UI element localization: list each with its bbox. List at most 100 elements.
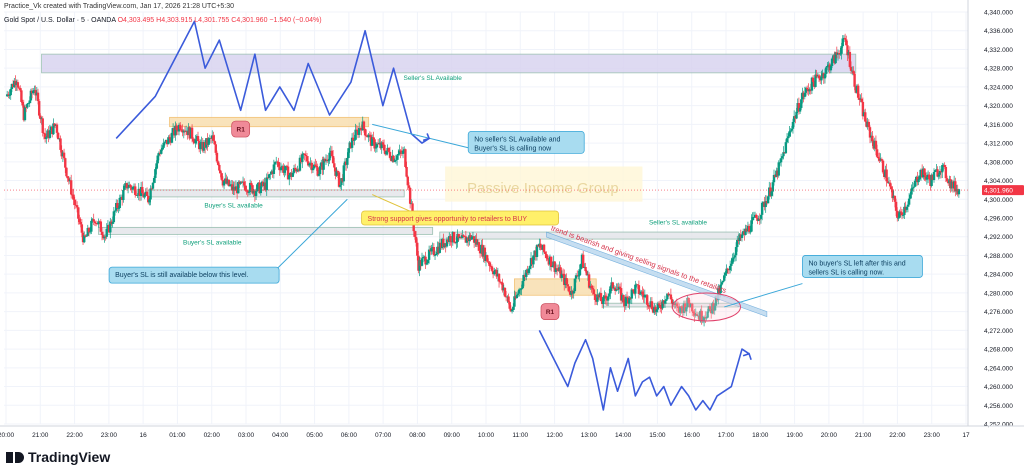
candle-body <box>723 275 726 281</box>
candle-body <box>64 158 67 168</box>
candle-body <box>80 224 84 233</box>
candle-body <box>719 284 722 294</box>
x-tick-label: 21:00 <box>855 432 872 439</box>
x-tick-label: 09:00 <box>444 432 461 439</box>
candle-body <box>104 236 107 238</box>
candle-body <box>19 87 22 91</box>
candle-body <box>160 149 163 154</box>
x-tick-label: 17 <box>962 432 970 439</box>
y-tick-label: 4,332.000 <box>984 47 1013 54</box>
candle-body <box>839 53 842 55</box>
candle-body <box>256 184 259 192</box>
candle-body <box>881 160 885 173</box>
seller-sl-zone-label: Seller's SL Available <box>403 75 462 82</box>
candle-body <box>23 107 27 121</box>
candle-body <box>747 225 751 232</box>
last-price-tag <box>982 185 1024 196</box>
candle-body <box>363 128 367 136</box>
candle-body <box>874 140 878 150</box>
candle-body <box>803 92 807 97</box>
candle-body <box>316 167 319 176</box>
candle-body <box>687 297 690 303</box>
candle-body <box>315 165 318 168</box>
candle-body <box>868 127 872 138</box>
candle-body <box>59 138 62 150</box>
candle-body <box>515 294 519 299</box>
candle-body <box>824 67 828 74</box>
tradingview-logo[interactable]: TradingView <box>6 449 110 465</box>
r1-label-right-box <box>540 303 560 320</box>
candle-body <box>93 221 97 224</box>
candle-body <box>168 137 171 139</box>
candle-body <box>910 188 913 195</box>
candle-body <box>567 286 571 292</box>
candle-body <box>78 218 81 223</box>
candle-body <box>279 167 283 171</box>
candle-body <box>435 253 438 256</box>
candle-body <box>527 268 530 273</box>
candle-body <box>259 186 263 194</box>
candle-body <box>67 178 71 182</box>
candle-body <box>617 286 620 290</box>
candle-body <box>572 291 575 294</box>
symbol-name[interactable]: Gold Spot / U.S. Dollar · 5 · OANDA <box>4 17 116 24</box>
candle-body <box>398 150 401 154</box>
candle-body <box>507 296 510 303</box>
candle-body <box>421 256 425 259</box>
candle-body <box>797 103 801 112</box>
candle-body <box>721 280 725 283</box>
candle-body <box>222 181 226 186</box>
x-tick-label: 20:00 <box>821 432 838 439</box>
candle-body <box>676 306 680 309</box>
candle-body <box>734 247 738 256</box>
candle-body <box>426 259 430 264</box>
y-tick-label: 4,288.000 <box>984 253 1013 260</box>
candle-body <box>554 268 558 272</box>
candle-body <box>7 94 10 96</box>
candle-body <box>725 268 728 273</box>
callout-no-buyer-sl: No buyer's SL left after this and <box>808 260 905 267</box>
candle-body <box>913 180 917 187</box>
y-tick-label: 4,328.000 <box>984 66 1013 73</box>
candle-body <box>805 87 809 90</box>
brand-name: TradingView <box>28 449 111 465</box>
candle-body <box>163 141 167 143</box>
candle-body <box>894 201 898 211</box>
buyer-sl-zone-lower-label: Buyer's SL available <box>183 240 242 247</box>
candle-body <box>488 262 491 267</box>
candle-body <box>771 182 775 192</box>
candle-body <box>702 317 706 321</box>
candle-body <box>276 161 279 163</box>
candle-body <box>811 77 815 83</box>
candle-body <box>432 247 436 256</box>
candle-body <box>516 293 520 295</box>
candle-body <box>445 239 449 247</box>
candle-body <box>573 278 577 292</box>
y-tick-label: 4,316.000 <box>984 122 1013 129</box>
candle-body <box>365 135 368 137</box>
candle-body <box>893 195 897 202</box>
candle-body <box>781 156 784 159</box>
candle-body <box>849 66 853 71</box>
candle-body <box>304 155 308 157</box>
candle-body <box>546 258 549 260</box>
y-tick-label: 4,284.000 <box>984 272 1013 279</box>
candle-body <box>339 185 342 187</box>
lows-ellipse <box>671 292 741 322</box>
candle-body <box>442 238 445 248</box>
candle-body <box>414 236 418 243</box>
candle-body <box>214 144 217 153</box>
candle-body <box>957 189 961 195</box>
candle-body <box>372 137 375 140</box>
candle-body <box>576 275 579 277</box>
candle-body <box>380 142 383 149</box>
candle-body <box>192 138 195 142</box>
candle-body <box>461 235 464 239</box>
candle-body <box>219 170 222 174</box>
r1-zone-left <box>169 116 370 128</box>
candle-body <box>669 294 673 300</box>
candle-body <box>55 124 59 133</box>
candle-body <box>574 275 578 279</box>
candle-body <box>928 174 931 180</box>
